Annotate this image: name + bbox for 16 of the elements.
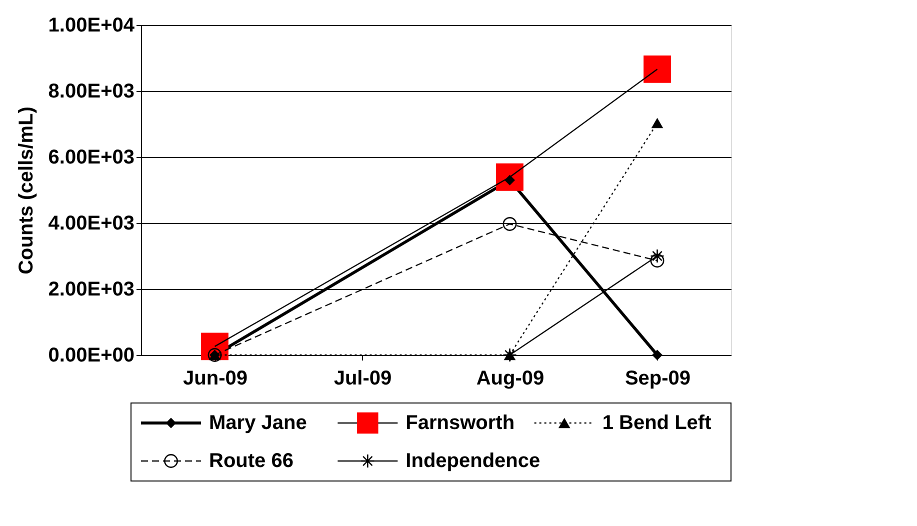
x-tick-label: Jul-09 <box>334 368 392 390</box>
legend-label: Route 66 <box>209 450 294 472</box>
x-tick-label: Jun-09 <box>183 368 248 390</box>
y-tick-label: 6.00E+03 <box>48 146 134 168</box>
y-tick-label: 0.00E+00 <box>48 344 134 366</box>
legend-label: Independence <box>406 450 540 472</box>
x-tick-label: Aug-09 <box>476 368 544 390</box>
y-tick-label: 8.00E+03 <box>48 80 134 102</box>
y-tick-label: 4.00E+03 <box>48 212 134 234</box>
y-axis-title: Counts (cells/mL) <box>15 106 38 274</box>
y-tick-label: 1.00E+04 <box>48 14 136 36</box>
x-tick-label: Sep-09 <box>624 368 691 390</box>
legend-label: Farnsworth <box>406 412 515 434</box>
legend-label: 1 Bend Left <box>602 412 712 434</box>
legend-label: Mary Jane <box>209 412 307 434</box>
y-tick-label: 2.00E+03 <box>48 278 134 300</box>
